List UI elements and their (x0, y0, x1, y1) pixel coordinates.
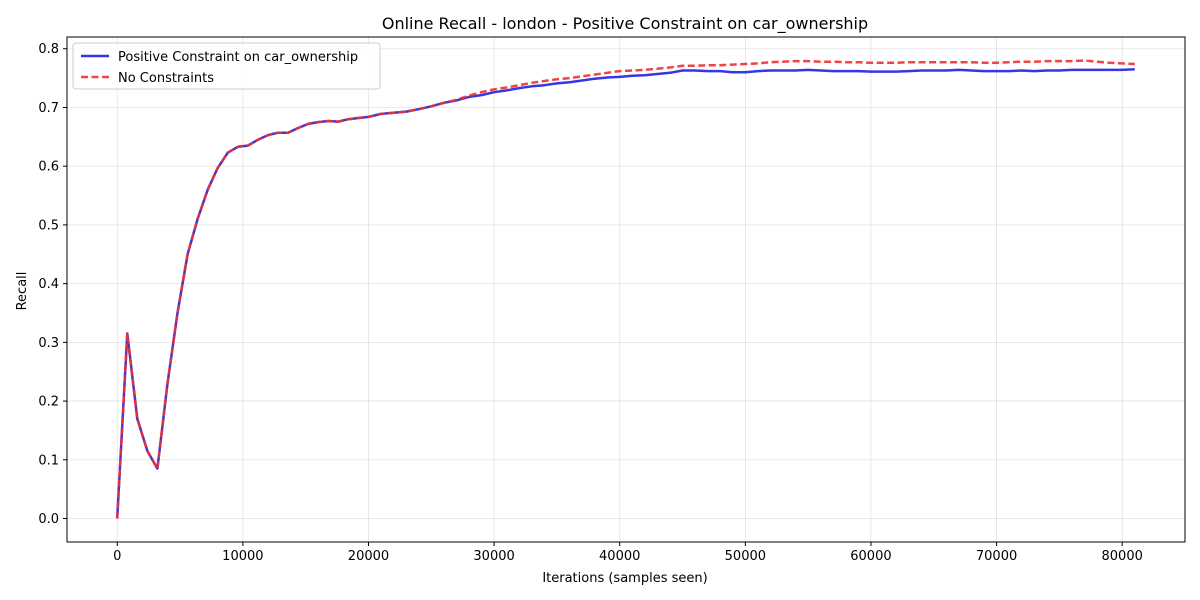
series-lines (115, 59, 1135, 519)
x-tick-label: 30000 (473, 549, 514, 564)
x-tick-label: 70000 (976, 549, 1017, 564)
axis-ticks: 0 10000 20000 30000 40000 50000 60000 70000 8000… (38, 42, 1143, 564)
x-tick-label: 80000 (1102, 549, 1143, 564)
chart-title: Online Recall - london - Positive Constr… (382, 14, 868, 34)
series-line-no-constraints (115, 59, 1135, 519)
y-tick-label: 0.5 (38, 218, 59, 233)
x-tick-label: 40000 (599, 549, 640, 564)
y-tick-label: 0.0 (38, 512, 59, 527)
x-tick-label: 10000 (222, 549, 263, 564)
y-tick-label: 0.6 (38, 160, 59, 175)
y-tick-label: 0.8 (38, 42, 59, 57)
x-tick-label: 20000 (348, 549, 389, 564)
x-axis-title: Iterations (samples seen) (542, 571, 707, 586)
y-axis-title: Recall (15, 272, 30, 311)
legend: Positive Constraint on car_ownership No … (72, 42, 381, 90)
y-tick-label: 0.1 (38, 453, 59, 468)
y-tick-label: 0.2 (38, 395, 59, 410)
legend-box (72, 42, 381, 90)
x-tick-label: 60000 (850, 549, 891, 564)
y-tick-label: 0.3 (38, 336, 59, 351)
grid (67, 37, 1185, 542)
y-tick-label: 0.7 (38, 101, 59, 116)
y-tick-label: 0.4 (38, 277, 59, 292)
x-tick-label: 0 (113, 549, 121, 564)
x-tick-label: 50000 (725, 549, 766, 564)
plot-frame (66, 36, 1186, 543)
legend-label-no-constraints: No Constraints (118, 71, 214, 86)
legend-label-positive-constraint: Positive Constraint on car_ownership (118, 50, 358, 65)
